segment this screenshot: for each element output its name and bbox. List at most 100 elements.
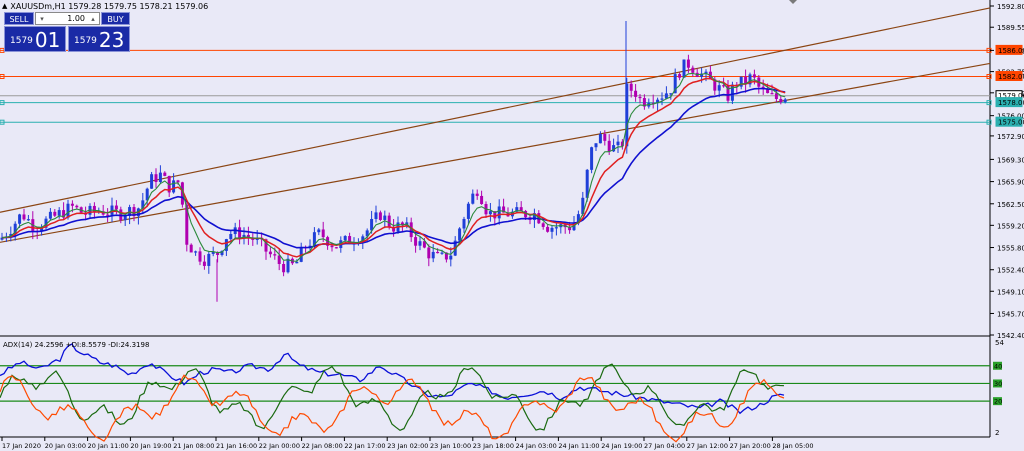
candle-bull	[317, 229, 321, 233]
candle-bull	[150, 174, 154, 189]
candle-bear	[766, 88, 770, 94]
candle-bear	[629, 83, 633, 91]
candle-bull	[783, 99, 787, 103]
sell-price-box[interactable]: 1579 01	[4, 26, 66, 52]
candle-bear	[642, 98, 646, 107]
horizontal-line-1575-anchor[interactable]	[0, 119, 5, 125]
lot-increase-icon[interactable]: ▴	[91, 14, 95, 23]
candle-bull	[449, 255, 453, 260]
chart-symbol-title: XAUUSDm,H1 1579.28 1579.75 1578.21 1579.…	[10, 1, 209, 11]
candle-bull	[343, 236, 347, 241]
price-label-text-line_1586: 1586.00	[998, 47, 1024, 55]
price-tick-label: 1555.80	[997, 245, 1024, 253]
main-chart-area[interactable]	[0, 0, 990, 335]
candle-bull	[585, 169, 589, 198]
candle-bull	[172, 180, 176, 193]
time-tick-label: 27 Jan 20:00	[730, 442, 771, 450]
price-tick-label: 1565.90	[997, 179, 1024, 187]
candle-bear	[524, 210, 528, 218]
time-tick-label: 20 Jan 03:00	[45, 442, 86, 450]
trendline-lower[interactable]	[0, 62, 991, 243]
candle-bear	[132, 207, 136, 217]
candle-bear	[638, 96, 642, 99]
candle-bear	[744, 76, 748, 85]
candle-bear	[546, 226, 550, 232]
candle-bull	[211, 252, 215, 254]
horizontal-line-1578-anchor-right[interactable]	[986, 100, 992, 106]
indicator-level-label-40: 40	[994, 362, 1002, 370]
candle-bear	[330, 245, 334, 248]
horizontal-line-1575-anchor-right[interactable]	[986, 119, 992, 125]
candle-bear	[409, 222, 413, 238]
candle-bull	[361, 236, 365, 243]
candle-bear	[541, 223, 545, 227]
candle-bull	[295, 261, 299, 264]
candle-bear	[568, 227, 572, 231]
candle-bull	[656, 99, 660, 104]
price-label-text-line_1575: 1575.00	[998, 119, 1024, 127]
indicator-scale-top: 54	[995, 339, 1004, 347]
lot-value[interactable]: 1.00	[67, 14, 85, 23]
candle-bear	[154, 174, 158, 182]
candle-bull	[40, 227, 44, 231]
candle-bear	[106, 214, 110, 216]
buy-price-box[interactable]: 1579 23	[68, 26, 130, 52]
trendline-upper[interactable]	[0, 7, 991, 213]
indicator-scale-bottom: 2	[995, 429, 999, 437]
price-label-line_1582	[995, 71, 1023, 81]
indicator-level-label-30: 30	[994, 380, 1002, 388]
candle-bull	[48, 211, 52, 219]
chart-shift-marker[interactable]	[789, 0, 797, 4]
horizontal-line-1578-anchor[interactable]	[0, 100, 5, 106]
candle-bear	[493, 211, 497, 219]
price-tick-label: 1559.20	[997, 222, 1024, 230]
candle-bull	[594, 143, 598, 148]
candle-bull	[123, 215, 127, 221]
candle-bull	[9, 233, 13, 237]
candle-bull	[141, 200, 145, 209]
buy-button[interactable]: BUY	[101, 12, 130, 25]
candle-bull	[66, 203, 70, 218]
candle-bull	[471, 193, 475, 204]
indicator-area[interactable]	[0, 337, 990, 437]
candle-bear	[752, 74, 756, 78]
candle-bull	[383, 215, 387, 220]
buy-price-prefix: 1579	[74, 36, 97, 46]
horizontal-line-1582-anchor[interactable]	[0, 74, 5, 79]
candle-bull	[700, 73, 704, 77]
time-tick-label: 27 Jan 04:00	[644, 442, 685, 450]
price-tick-label: 1549.10	[997, 288, 1024, 296]
candle-bear	[502, 206, 506, 213]
candle-bull	[365, 230, 369, 237]
candle-bear	[180, 182, 184, 205]
candle-bull	[612, 145, 616, 152]
candle-bull	[515, 207, 519, 212]
lot-decrease-icon[interactable]: ▾	[40, 14, 44, 23]
plus-di-line	[0, 363, 785, 431]
adx-main-line	[0, 343, 785, 415]
candle-bull	[286, 258, 290, 273]
collapse-triangle-icon[interactable]: ▲	[2, 2, 8, 10]
candle-bull	[57, 210, 61, 216]
sell-button[interactable]: SELL	[4, 12, 34, 25]
candle-bear	[216, 252, 220, 255]
time-tick-label: 24 Jan 11:00	[558, 442, 599, 450]
candle-bull	[572, 223, 576, 231]
horizontal-line-1582-anchor-right[interactable]	[986, 74, 992, 79]
candle-bull	[554, 227, 558, 229]
candle-bear	[246, 234, 250, 238]
time-tick-label: 20 Jan 11:00	[88, 442, 129, 450]
candle-bull	[660, 98, 664, 100]
lot-size-input[interactable]: ▾ 1.00 ▴	[35, 12, 100, 25]
candle-bull	[488, 211, 492, 215]
time-tick-label: 28 Jan 05:00	[772, 442, 813, 450]
candle-bear	[70, 203, 74, 206]
candle-bear	[779, 99, 783, 103]
candle-bear	[761, 86, 765, 89]
candle-bull	[717, 85, 721, 91]
candle-bear	[348, 236, 352, 244]
candle-bull	[224, 239, 228, 251]
candle-bull	[669, 93, 673, 95]
